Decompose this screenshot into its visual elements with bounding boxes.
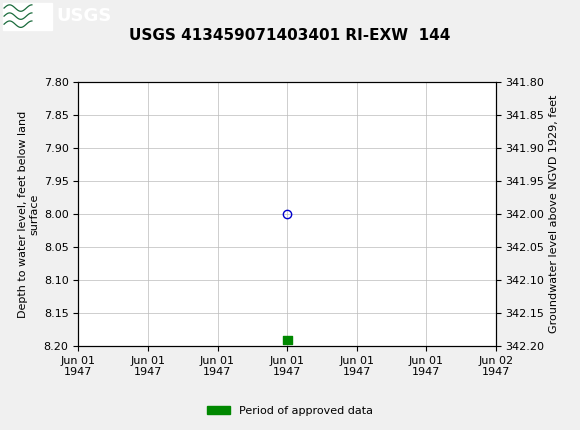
Y-axis label: Depth to water level, feet below land
surface: Depth to water level, feet below land su… <box>18 111 39 317</box>
Legend: Period of approved data: Period of approved data <box>203 401 377 420</box>
Text: USGS: USGS <box>57 7 112 25</box>
Bar <box>3 3 52 30</box>
Y-axis label: Groundwater level above NGVD 1929, feet: Groundwater level above NGVD 1929, feet <box>549 95 559 333</box>
Text: USGS 413459071403401 RI-EXW  144: USGS 413459071403401 RI-EXW 144 <box>129 28 451 43</box>
